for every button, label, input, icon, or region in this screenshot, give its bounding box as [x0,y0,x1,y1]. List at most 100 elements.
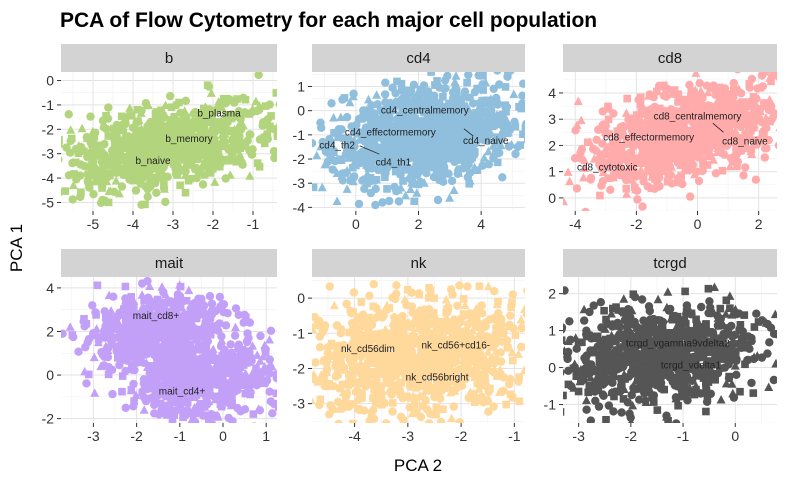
data-point [430,294,438,302]
data-point [92,311,100,319]
data-point [86,169,96,179]
data-point [119,137,129,146]
data-point [231,322,240,332]
data-point [703,121,711,129]
data-point [451,149,460,158]
data-point [228,350,238,359]
data-point [368,126,377,136]
data-point [585,137,595,146]
data-point [703,113,713,122]
data-point [182,313,192,323]
data-point [378,198,387,207]
data-point [265,387,274,396]
data-point [166,91,175,101]
data-point [80,366,90,376]
data-point [359,130,368,139]
x-tick-label: 4 [477,216,485,232]
data-point [265,335,274,344]
data-point [715,83,724,92]
data-point [435,99,444,108]
data-point [118,121,127,130]
data-point [695,110,704,119]
data-point [728,90,738,99]
data-point [158,301,167,310]
data-point [140,339,148,347]
data-point [608,152,616,160]
data-point [184,176,193,185]
data-point [685,80,694,90]
data-point [464,109,472,117]
data-point [376,163,384,171]
data-point [638,202,647,211]
data-point [101,211,109,219]
data-point [199,411,208,420]
data-point [93,337,103,347]
data-point [245,110,253,118]
data-point [594,125,603,134]
data-point [425,100,434,108]
data-point [230,140,240,149]
data-point [618,122,627,131]
data-point [760,153,769,162]
data-point [648,148,658,157]
data-point [391,89,400,98]
data-point [424,419,434,423]
data-point [196,400,205,408]
data-point [477,392,486,402]
data-point [230,331,240,340]
data-point [197,136,205,145]
data-point [392,123,402,132]
data-point [141,330,149,338]
y-tick-label: 1 [297,79,305,95]
data-point [187,120,196,129]
data-point [466,93,474,102]
data-point [495,80,504,89]
data-point [397,86,406,95]
data-point [144,293,153,302]
data-point [396,111,404,120]
data-point [637,126,645,134]
data-point [103,114,113,123]
data-point [228,111,238,121]
data-point [517,320,525,329]
data-point [683,166,692,175]
data-point [103,173,112,182]
data-point [603,104,613,113]
data-point [695,79,704,88]
data-point [495,117,504,127]
data-point [518,91,525,100]
data-point [176,282,185,291]
data-point [466,155,475,164]
data-point [652,145,660,154]
data-point [157,332,166,341]
data-point [65,322,75,331]
data-point [84,178,93,187]
data-point [120,312,130,321]
facet-strip [61,249,277,277]
data-point [451,72,461,80]
data-point [407,178,417,187]
data-point [111,176,121,185]
data-point [142,318,150,326]
data-point [121,403,130,412]
data-point [256,331,265,341]
data-point [198,367,206,375]
data-point [639,133,648,141]
data-point [216,303,225,311]
data-point [747,126,755,135]
data-point [138,303,148,313]
data-point [267,112,275,120]
data-point [342,184,352,193]
data-point [108,389,117,399]
data-point [698,166,707,176]
data-point [448,118,456,126]
point-cloud [61,72,277,219]
data-point [214,97,224,106]
x-tick-label: -4 [569,216,582,232]
data-point [718,166,727,175]
data-point [530,127,539,135]
population-label: cd8_cytotoxic [577,163,638,174]
data-point [188,300,197,309]
data-point [572,120,582,129]
